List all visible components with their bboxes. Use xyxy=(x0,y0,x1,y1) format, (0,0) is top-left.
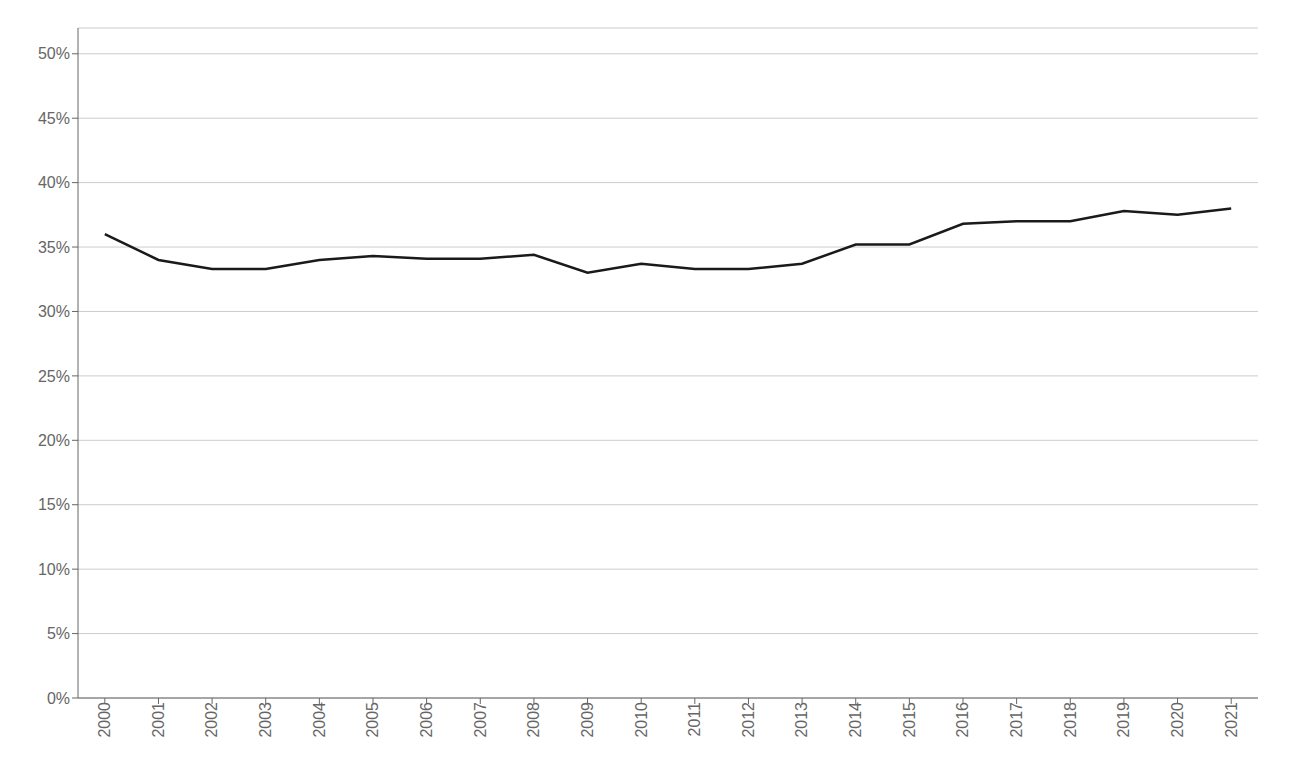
svg-text:2000: 2000 xyxy=(96,702,113,738)
svg-text:2012: 2012 xyxy=(740,702,757,738)
svg-text:2015: 2015 xyxy=(901,702,918,738)
svg-text:2003: 2003 xyxy=(257,702,274,738)
svg-text:40%: 40% xyxy=(38,174,70,191)
svg-text:2017: 2017 xyxy=(1008,702,1025,738)
svg-text:35%: 35% xyxy=(38,239,70,256)
svg-text:2004: 2004 xyxy=(311,702,328,738)
svg-text:2002: 2002 xyxy=(203,702,220,738)
svg-text:2001: 2001 xyxy=(150,702,167,738)
svg-text:5%: 5% xyxy=(47,625,70,642)
svg-text:25%: 25% xyxy=(38,368,70,385)
svg-text:10%: 10% xyxy=(38,561,70,578)
svg-text:20%: 20% xyxy=(38,432,70,449)
svg-text:2005: 2005 xyxy=(364,702,381,738)
svg-text:2019: 2019 xyxy=(1115,702,1132,738)
svg-text:15%: 15% xyxy=(38,496,70,513)
svg-text:2010: 2010 xyxy=(633,702,650,738)
svg-text:2008: 2008 xyxy=(525,702,542,738)
svg-text:2013: 2013 xyxy=(793,702,810,738)
svg-text:2006: 2006 xyxy=(418,702,435,738)
svg-text:2009: 2009 xyxy=(579,702,596,738)
svg-text:2020: 2020 xyxy=(1169,702,1186,738)
svg-text:2016: 2016 xyxy=(954,702,971,738)
svg-text:50%: 50% xyxy=(38,45,70,62)
svg-text:45%: 45% xyxy=(38,110,70,127)
svg-text:30%: 30% xyxy=(38,303,70,320)
svg-text:2014: 2014 xyxy=(847,702,864,738)
svg-text:0%: 0% xyxy=(47,690,70,707)
svg-text:2021: 2021 xyxy=(1223,702,1240,738)
svg-text:2007: 2007 xyxy=(472,702,489,738)
svg-text:2011: 2011 xyxy=(686,702,703,737)
svg-text:2018: 2018 xyxy=(1062,702,1079,738)
